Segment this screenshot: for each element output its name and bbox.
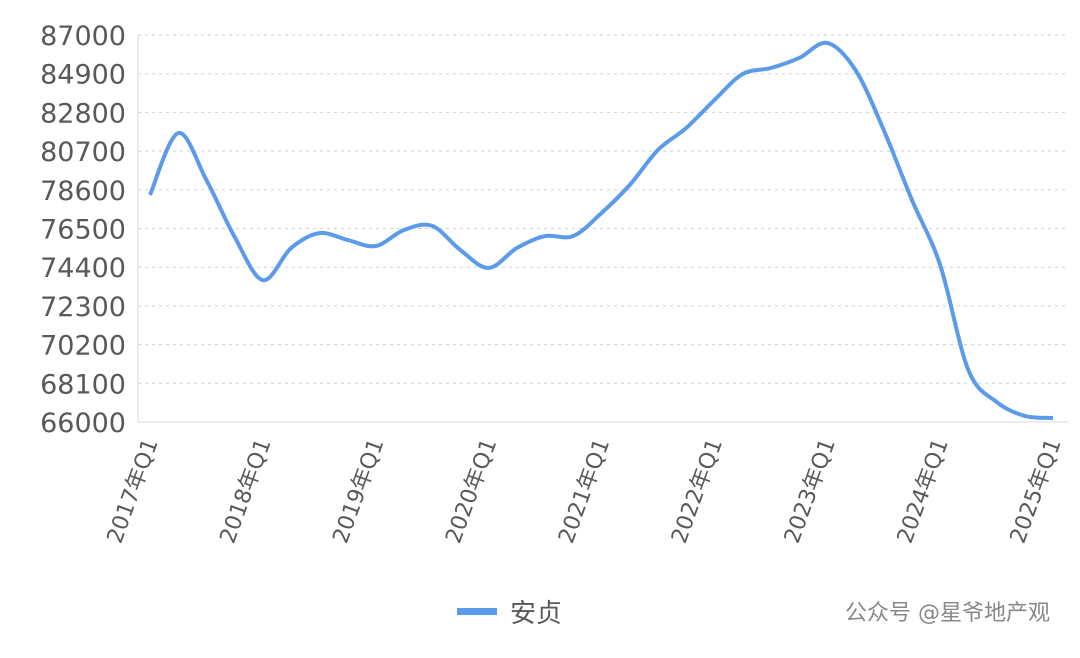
y-tick-label: 82800 [40, 98, 126, 129]
legend-label: 安贞 [510, 599, 562, 629]
y-tick-label: 78600 [40, 176, 126, 207]
y-tick-label: 70200 [40, 331, 126, 362]
y-tick-label: 66000 [40, 408, 126, 439]
y-tick-label: 87000 [40, 21, 126, 52]
y-tick-label: 80700 [40, 137, 126, 168]
legend-swatch [457, 608, 497, 615]
line [148, 40, 1054, 420]
y-tick-label: 76500 [40, 215, 126, 246]
x-tick-label: 2024年Q1 [893, 436, 954, 547]
x-tick-label: 2020年Q1 [441, 436, 502, 547]
x-tick-label: 2023年Q1 [780, 436, 841, 547]
y-tick-label: 74400 [40, 253, 126, 284]
y-tick-label: 72300 [40, 292, 126, 323]
x-tick-label: 2017年Q1 [103, 436, 164, 547]
x-tick-label: 2021年Q1 [554, 436, 615, 547]
x-tick-label: 2025年Q1 [1006, 436, 1067, 547]
y-tick-label: 68100 [40, 369, 126, 400]
x-tick-label: 2018年Q1 [216, 436, 277, 547]
y-tick-label: 84900 [40, 60, 126, 91]
x-tick-label: 2022年Q1 [667, 436, 728, 547]
watermark: 公众号 @星爷地产观 [845, 601, 1050, 626]
x-tick-label: 2019年Q1 [329, 436, 390, 547]
